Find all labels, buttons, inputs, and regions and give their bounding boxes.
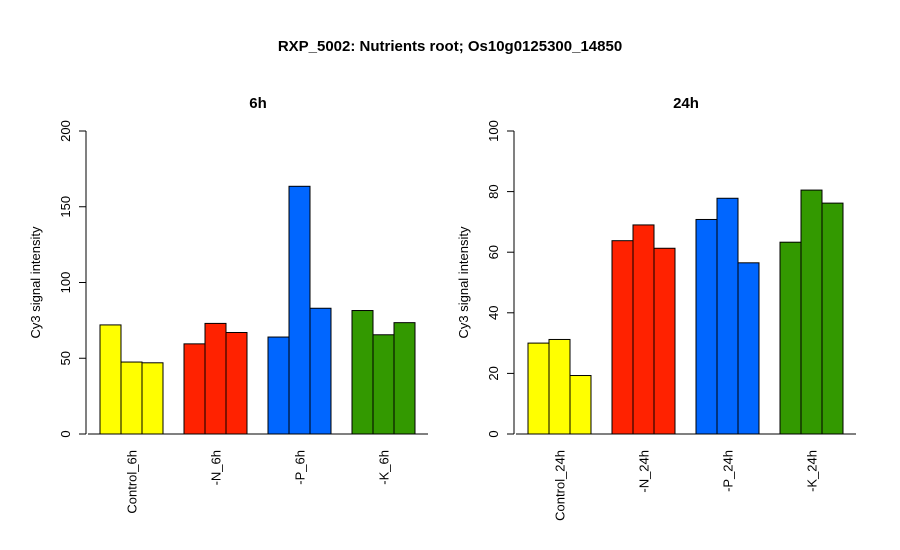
bar — [716, 197, 739, 435]
panel-title: 6h — [249, 95, 267, 112]
bar — [351, 310, 374, 435]
bar — [548, 338, 571, 435]
bar — [611, 240, 634, 435]
bar — [737, 262, 760, 435]
bar — [309, 307, 332, 435]
bar — [225, 331, 248, 435]
bar — [204, 322, 227, 435]
bar — [632, 224, 655, 435]
y-tick-label: 100 — [58, 272, 73, 294]
y-tick-label: 20 — [486, 366, 501, 380]
bar — [779, 241, 802, 435]
x-group-label: -N_24h — [637, 450, 652, 493]
bar — [267, 336, 290, 435]
panel-title: 24h — [673, 95, 699, 112]
bar — [821, 202, 844, 435]
bar — [288, 185, 311, 435]
bar — [653, 247, 676, 435]
x-group-label: -N_6h — [209, 450, 224, 485]
y-tick-label: 40 — [486, 306, 501, 320]
y-tick-label: 60 — [486, 245, 501, 259]
y-tick-label: 80 — [486, 184, 501, 198]
bar — [183, 343, 206, 435]
bar — [569, 375, 592, 435]
chart-main-title: RXP_5002: Nutrients root; Os10g0125300_1… — [277, 38, 623, 55]
y-axis-label: Cy3 signal intensity — [456, 226, 471, 338]
y-tick-label: 100 — [486, 120, 501, 142]
y-tick-label: 50 — [58, 351, 73, 365]
bar — [372, 334, 395, 435]
y-tick-label: 0 — [58, 430, 73, 437]
x-group-label: -P_24h — [721, 450, 736, 492]
bar — [393, 322, 416, 435]
x-group-label: -P_6h — [293, 450, 308, 485]
x-group-label: Control_24h — [553, 450, 568, 521]
bar — [800, 189, 823, 435]
bar — [527, 342, 550, 435]
bar — [99, 324, 122, 435]
x-group-label: -K_24h — [805, 450, 820, 492]
bar — [695, 218, 718, 435]
y-tick-label: 200 — [58, 120, 73, 142]
y-tick-label: 150 — [58, 196, 73, 218]
bar — [120, 361, 143, 435]
y-tick-label: 0 — [486, 430, 501, 437]
x-group-label: Control_6h — [125, 450, 140, 514]
panel-6h: 6h 0 50 100 150 200 Cy3 signal intensity Contro… — [28, 95, 428, 514]
y-axis-label: Cy3 signal intensity — [28, 226, 43, 338]
x-group-label: -K_6h — [377, 450, 392, 485]
panel-24h: 24h 0 20 40 60 80 100 Cy3 signal intensity Contr… — [456, 95, 856, 521]
bar — [141, 362, 164, 435]
